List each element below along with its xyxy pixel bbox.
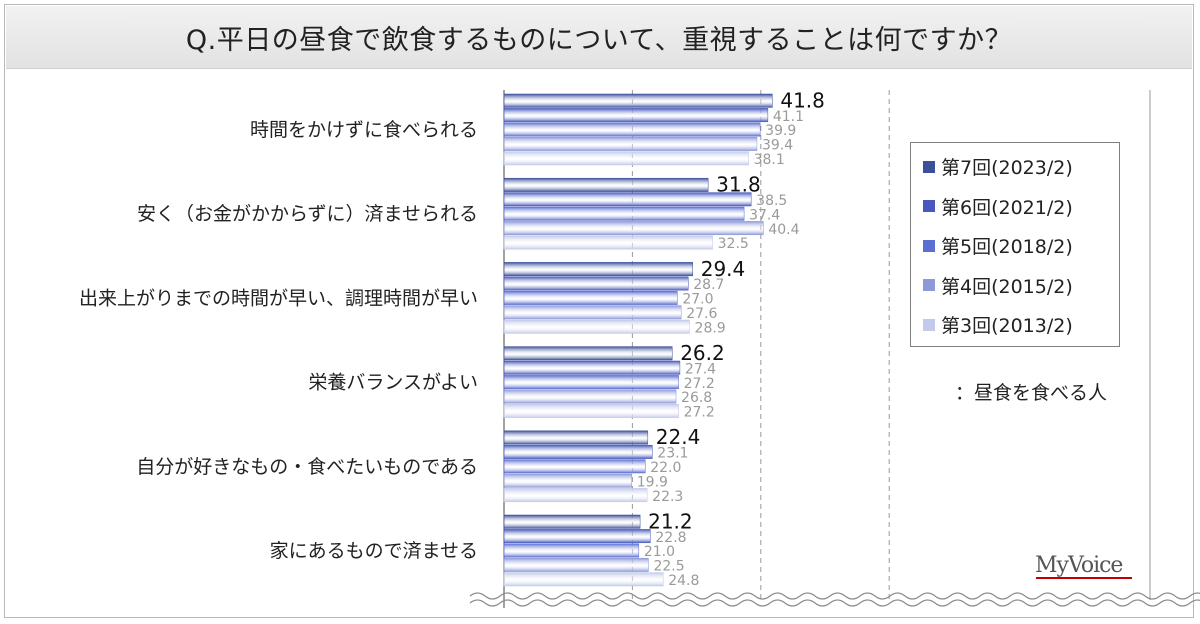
- legend-swatch: [923, 318, 935, 331]
- axis-break-line: [469, 592, 1200, 600]
- category-label: 出来上がりまでの時間が早い、調理時間が早い: [79, 287, 478, 309]
- legend-item: 第3回(2013/2): [923, 305, 1119, 345]
- bar: [503, 151, 749, 166]
- data-label: 22.4: [656, 425, 701, 449]
- data-label: 26.8: [681, 390, 712, 406]
- category-label: 家にあるもので済ませる: [270, 540, 478, 562]
- bar: [503, 444, 653, 459]
- legend-item: 第5回(2018/2): [923, 226, 1119, 266]
- data-label: 38.5: [756, 193, 787, 209]
- bar: [503, 235, 713, 250]
- data-label: 19.9: [637, 474, 668, 490]
- bar: [503, 305, 682, 320]
- data-label: 27.2: [684, 376, 715, 392]
- category-label: 栄養バランスがよい: [308, 372, 478, 394]
- myvoice-logo: MyVoice: [1035, 553, 1123, 578]
- bar: [503, 514, 641, 529]
- bar: [503, 177, 709, 192]
- legend-label: 第6回(2021/2): [941, 196, 1073, 219]
- legend-swatch: [923, 200, 935, 213]
- bar: [503, 262, 693, 277]
- data-label: 22.3: [652, 489, 683, 505]
- bar: [503, 473, 633, 488]
- data-label: 39.9: [765, 123, 796, 139]
- data-label: 21.2: [648, 509, 693, 533]
- legend-swatch: [923, 160, 935, 173]
- bar: [503, 290, 678, 305]
- bar: [503, 459, 646, 474]
- bar: [503, 192, 752, 207]
- category-label: 自分が好きなもの・食べたいものである: [136, 456, 478, 478]
- data-label: 41.8: [780, 88, 825, 112]
- data-label: 28.7: [693, 277, 724, 293]
- bar: [503, 375, 679, 390]
- legend-note: ：昼食を食べる人: [955, 382, 1108, 404]
- data-label: 22.0: [650, 460, 681, 476]
- data-label: 38.1: [754, 152, 785, 168]
- bar: [503, 206, 745, 221]
- title-bar: Q.平日の昼食で飲食するものについて、重視することは何ですか？: [6, 6, 1192, 69]
- legend-label: 第5回(2018/2): [941, 236, 1073, 259]
- legend-item: 第4回(2015/2): [923, 266, 1119, 306]
- legend-swatch: [923, 239, 935, 252]
- bar: [503, 276, 689, 291]
- bar: [503, 557, 649, 572]
- bar: [503, 136, 758, 151]
- data-label: 27.2: [684, 405, 715, 421]
- data-label: 23.1: [657, 446, 688, 462]
- bar: [503, 346, 673, 361]
- bar: [503, 319, 690, 334]
- data-label: 26.2: [680, 341, 725, 365]
- bar: [503, 93, 773, 108]
- data-label: 40.4: [768, 222, 799, 238]
- data-label: 27.4: [685, 361, 716, 377]
- bar: [503, 572, 664, 587]
- legend-item: 第7回(2023/2): [923, 147, 1119, 187]
- data-label: 27.0: [682, 292, 713, 308]
- data-label: 37.4: [749, 207, 780, 223]
- logo-underline: [1036, 577, 1132, 579]
- legend-label: 第4回(2015/2): [941, 275, 1073, 298]
- category-label: 時間をかけずに食べられる: [250, 119, 478, 141]
- data-label: 24.8: [668, 573, 699, 589]
- bar: [503, 543, 640, 558]
- bar: [503, 403, 679, 418]
- legend-label: 第3回(2013/2): [941, 315, 1073, 338]
- legend-swatch: [923, 279, 935, 292]
- data-label: 22.8: [655, 530, 686, 546]
- legend-label: 第7回(2023/2): [941, 157, 1073, 180]
- bar: [503, 389, 677, 404]
- data-label: 27.6: [686, 306, 717, 322]
- bar: [503, 122, 761, 137]
- bar: [503, 221, 764, 236]
- axis-break-line: [469, 599, 1200, 607]
- bar: [503, 430, 649, 445]
- bar: [503, 108, 769, 123]
- data-label: 22.5: [653, 559, 684, 575]
- chart-title: Q.平日の昼食で飲食するものについて、重視することは何ですか？: [185, 24, 1013, 56]
- data-label: 28.9: [695, 320, 726, 336]
- bar: [503, 488, 648, 503]
- data-label: 39.4: [762, 138, 793, 154]
- legend: 第7回(2023/2) 第6回(2021/2) 第5回(2018/2) 第4回(…: [910, 142, 1120, 347]
- data-label: 21.0: [644, 544, 675, 560]
- category-label: 安く（お金がかからずに）済ませられる: [137, 203, 478, 225]
- data-label: 32.5: [718, 236, 749, 252]
- data-label: 29.4: [701, 257, 746, 281]
- data-label: 41.1: [773, 109, 804, 125]
- bar: [503, 360, 681, 375]
- bar: [503, 529, 651, 544]
- legend-item: 第6回(2021/2): [923, 187, 1119, 227]
